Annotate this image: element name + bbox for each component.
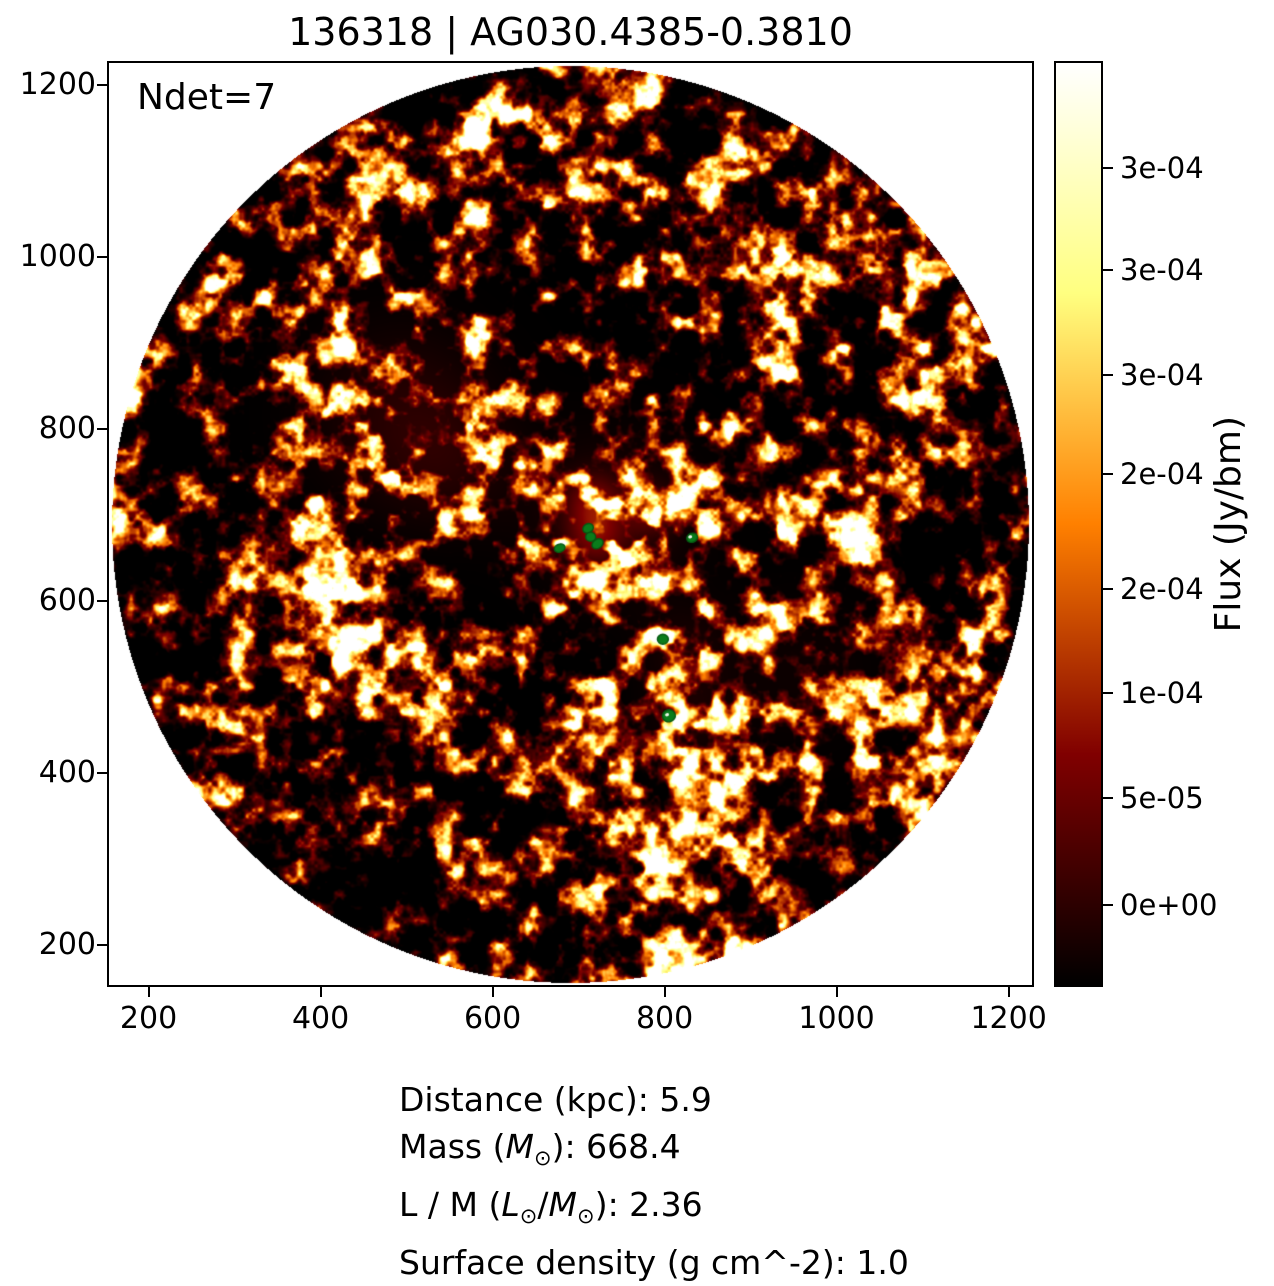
colorbar-tickmark bbox=[1103, 796, 1113, 799]
y-tickmark bbox=[97, 256, 107, 259]
colorbar-tickmark bbox=[1103, 269, 1113, 272]
x-tickmark bbox=[147, 987, 150, 997]
x-tick-label: 400 bbox=[291, 1001, 350, 1036]
colorbar-axis-label-wrap: Flux (Jy/bm) bbox=[1198, 63, 1258, 985]
y-tick-label: 1200 bbox=[19, 67, 96, 103]
y-tick-label: 800 bbox=[38, 411, 96, 447]
x-tickmark bbox=[663, 987, 666, 997]
x-tickmark bbox=[835, 987, 838, 997]
y-tick-label: 1000 bbox=[19, 239, 96, 275]
colorbar-tick-label: 5e-05 bbox=[1120, 780, 1204, 815]
x-tickmark bbox=[319, 987, 322, 997]
colorbar-label: Flux (Jy/bm) bbox=[1207, 415, 1249, 633]
y-tickmark bbox=[97, 772, 107, 775]
info-line: Mass (M⊙): 668.4 bbox=[399, 1127, 681, 1170]
colorbar-tickmark bbox=[1103, 588, 1113, 591]
sky-image-canvas bbox=[109, 63, 1031, 985]
colorbar-tick-label: 3e-04 bbox=[1120, 253, 1204, 288]
info-block: Distance (kpc): 5.9 Mass (M⊙): 668.4 L / M… bbox=[399, 1076, 909, 1286]
x-tick-label: 1200 bbox=[970, 1001, 1047, 1036]
x-tick-label: 600 bbox=[463, 1001, 522, 1036]
colorbar-tick-label: 3e-04 bbox=[1120, 150, 1204, 185]
image-axes: Ndet=7 bbox=[107, 61, 1034, 987]
colorbar-tick-label: 2e-04 bbox=[1120, 572, 1204, 607]
colorbar-tickmark bbox=[1103, 691, 1113, 694]
colorbar-tick-label: 0e+00 bbox=[1120, 888, 1218, 923]
x-tickmark bbox=[491, 987, 494, 997]
colorbar-tickmark bbox=[1103, 166, 1113, 169]
y-tickmark bbox=[97, 600, 107, 603]
ndet-annotation: Ndet=7 bbox=[137, 77, 277, 118]
x-tick-label: 1000 bbox=[798, 1001, 875, 1036]
y-tickmark bbox=[97, 84, 107, 87]
plot-title: 136318 | AG030.4385-0.3810 bbox=[288, 10, 853, 54]
x-tickmark bbox=[1007, 987, 1010, 997]
y-tick-label: 200 bbox=[38, 927, 96, 963]
colorbar-tickmark bbox=[1103, 472, 1113, 475]
colorbar bbox=[1054, 61, 1103, 987]
info-line: L / M (L⊙/M⊙): 2.36 bbox=[399, 1184, 703, 1228]
y-tick-label: 400 bbox=[38, 755, 96, 791]
info-line: Distance (kpc): 5.9 bbox=[399, 1080, 712, 1119]
colorbar-tickmark bbox=[1103, 904, 1113, 907]
y-tickmark bbox=[97, 944, 107, 947]
info-line: Surface density (g cm^-2): 1.0 bbox=[399, 1242, 909, 1282]
y-tickmark bbox=[97, 428, 107, 431]
colorbar-tick-label: 1e-04 bbox=[1120, 675, 1204, 710]
colorbar-tick-label: 2e-04 bbox=[1120, 456, 1204, 491]
x-tick-label: 800 bbox=[635, 1001, 694, 1036]
x-tick-label: 200 bbox=[119, 1001, 178, 1036]
y-tick-label: 600 bbox=[38, 583, 96, 619]
colorbar-tickmark bbox=[1103, 374, 1113, 376]
colorbar-tick-label: 3e-04 bbox=[1120, 358, 1204, 392]
